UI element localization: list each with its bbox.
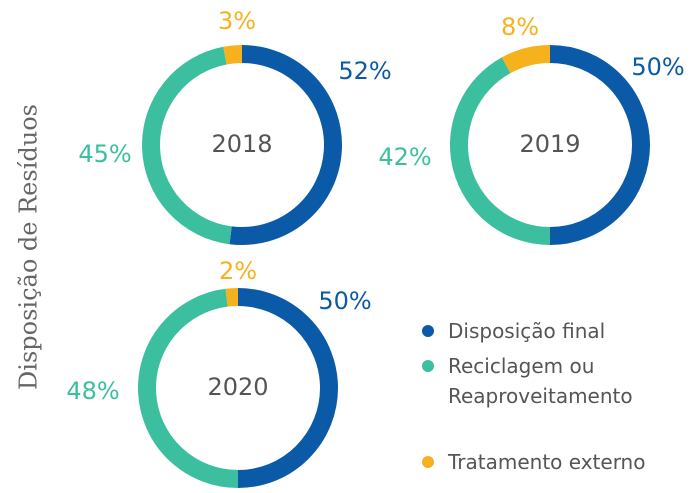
donut-slice xyxy=(225,288,239,307)
data-label: 50% xyxy=(318,287,371,315)
donut-slice xyxy=(229,45,342,245)
donut-slice xyxy=(138,288,239,488)
data-label: 45% xyxy=(78,140,131,168)
donut-center-label: 2020 xyxy=(207,373,268,401)
legend-label: Reciclagem ou Reaproveitamento xyxy=(448,354,633,408)
legend-marker xyxy=(422,360,434,372)
legend-marker xyxy=(422,325,434,337)
data-label: 8% xyxy=(501,13,539,41)
donut-slice xyxy=(237,288,338,488)
donut-slice xyxy=(450,57,551,245)
data-label: 52% xyxy=(338,57,391,85)
donut-slice xyxy=(501,45,551,74)
donut-slice xyxy=(549,45,650,245)
donut-slice xyxy=(223,45,243,65)
donut-center-label: 2018 xyxy=(211,130,272,158)
donut-slice xyxy=(142,46,232,245)
legend-marker xyxy=(422,456,434,468)
data-label: 48% xyxy=(66,377,119,405)
legend-label: Disposição final xyxy=(448,319,606,343)
chart-title: Disposição de Resíduos xyxy=(15,104,43,390)
data-label: 2% xyxy=(219,257,257,285)
legend-label: Tratamento externo xyxy=(448,450,646,474)
donut-center-label: 2019 xyxy=(519,130,580,158)
data-label: 42% xyxy=(378,143,431,171)
data-label: 50% xyxy=(631,53,684,81)
data-label: 3% xyxy=(218,7,256,35)
